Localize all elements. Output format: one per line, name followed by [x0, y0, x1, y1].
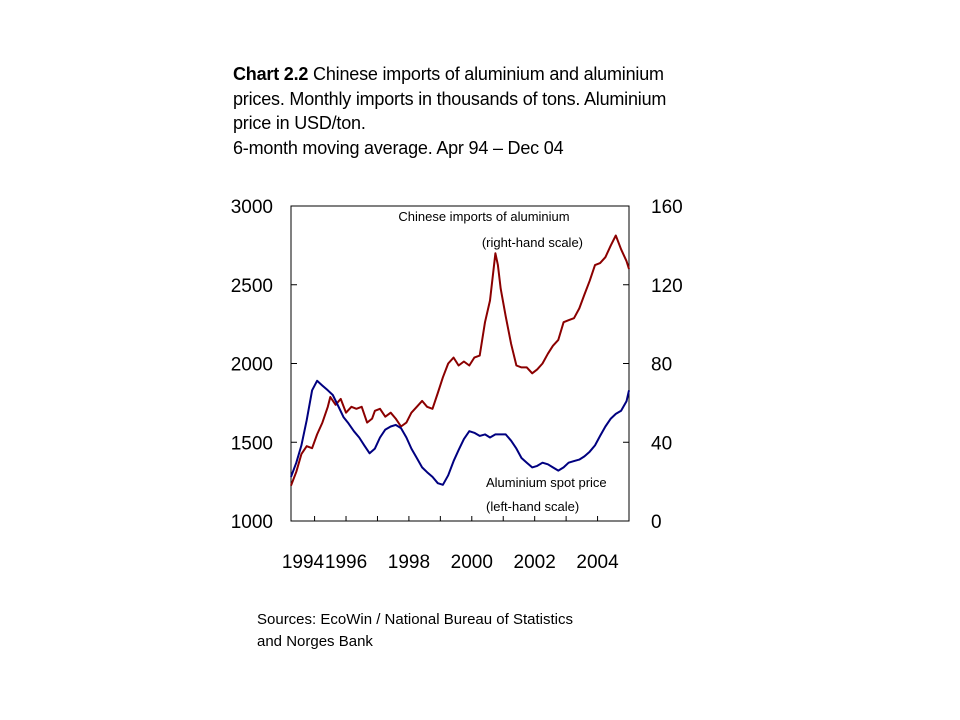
left-tick-label: 1500: [231, 433, 273, 454]
left-tick-label: 3000: [231, 197, 273, 218]
source-line2: and Norges Bank: [257, 633, 373, 650]
right-tick-label: 120: [651, 276, 683, 297]
chart-title-text: Chinese imports of aluminium and alumini…: [233, 64, 667, 133]
right-tick-label: 160: [651, 197, 683, 218]
imports-label-line2: (right-hand scale): [482, 235, 583, 250]
left-axis-ticks: 3000 2500 2000 1500 1000: [231, 197, 297, 533]
source-line1: Sources: EcoWin / National Bureau of Sta…: [257, 611, 573, 628]
x-tick-label: 1996: [325, 552, 367, 573]
chart-title: Chart 2.2 Chinese imports of aluminium a…: [233, 62, 693, 160]
x-tick-label: 1998: [388, 552, 430, 573]
x-tick-label: 2000: [451, 552, 493, 573]
chart-number: Chart 2.2: [233, 64, 309, 84]
price-line: [290, 379, 630, 486]
x-tick-label: 2002: [514, 552, 556, 573]
imports-label-line1: Chinese imports of aluminium: [398, 209, 569, 224]
right-tick-label: 0: [651, 512, 662, 533]
series-lines: [290, 234, 630, 486]
price-label-line2: (left-hand scale): [486, 499, 579, 514]
left-tick-label: 2000: [231, 355, 273, 376]
right-tick-label: 40: [651, 433, 672, 454]
imports-line: [290, 234, 630, 486]
x-axis-ticks: 1994 1996 1998 2000 2002 2004: [282, 516, 619, 573]
chart-source: Sources: EcoWin / National Bureau of Sta…: [257, 609, 657, 653]
series-annotations: Chinese imports of aluminium (right-hand…: [398, 209, 606, 514]
right-tick-label: 80: [651, 355, 672, 376]
chart-title-line4: 6-month moving average. Apr 94 – Dec 04: [233, 137, 564, 158]
left-tick-label: 1000: [231, 512, 273, 533]
price-label-line1: Aluminium spot price: [486, 475, 607, 490]
left-tick-label: 2500: [231, 276, 273, 297]
right-axis-ticks: 160 120 80 40 0: [623, 197, 683, 533]
x-tick-label: 1994: [282, 552, 325, 573]
x-tick-label: 2004: [576, 552, 619, 573]
